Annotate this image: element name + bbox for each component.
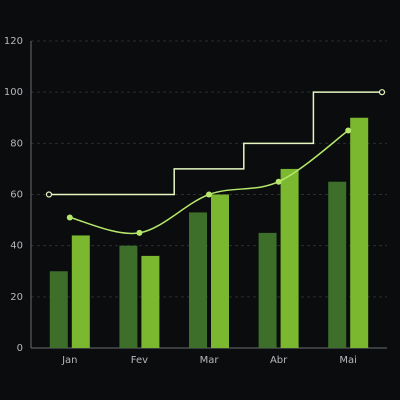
line-point — [206, 191, 212, 198]
line-point — [275, 178, 282, 185]
x-tick-label: Jan — [61, 355, 77, 366]
y-tick-label: 120 — [4, 36, 23, 47]
y-tick-label: 80 — [10, 138, 23, 149]
y-tick-label: 20 — [10, 292, 23, 303]
line-point — [66, 214, 73, 221]
bar — [280, 168, 299, 348]
step-line — [49, 91, 382, 196]
bar — [49, 271, 68, 348]
bar — [119, 245, 138, 348]
line-point — [345, 127, 352, 134]
x-tick-label: Mar — [200, 355, 220, 366]
step-point — [45, 191, 53, 198]
x-tick-label: Abr — [270, 355, 288, 366]
bar — [141, 255, 160, 348]
bar — [71, 235, 90, 348]
bar — [189, 212, 207, 348]
bar — [350, 117, 369, 348]
x-tick-label: Mai — [339, 355, 357, 366]
step-point — [378, 89, 386, 96]
y-tick-label: 40 — [10, 241, 23, 252]
y-tick-label: 100 — [4, 87, 23, 98]
line-point — [136, 229, 143, 236]
x-tick-label: Fev — [131, 355, 148, 366]
y-tick-label: 0 — [17, 343, 23, 354]
bar — [211, 194, 229, 348]
bar — [258, 232, 277, 348]
y-tick-label: 60 — [10, 190, 23, 201]
bar — [328, 181, 347, 348]
